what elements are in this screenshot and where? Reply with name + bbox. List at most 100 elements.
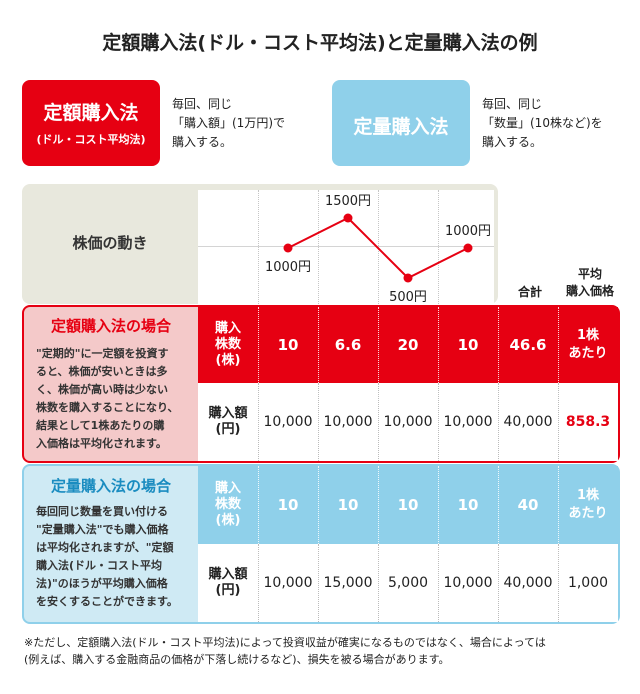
chart-gridline [198, 246, 494, 247]
page-title: 定額購入法(ドル・コスト平均法)と定量購入法の例 [102, 32, 538, 54]
fixed-amount-badge-title: 定額購入法 [43, 102, 139, 124]
fixed-quantity-badge-title: 定量購入法 [353, 116, 449, 138]
fixed-amount-shares-row [198, 307, 618, 383]
price-point [403, 273, 413, 283]
cell-divider [258, 466, 259, 544]
cell-divider [318, 544, 319, 622]
fixed-quantity-amount-label: 購入額 (円) [198, 544, 258, 622]
description-line: 毎回同じ数量を買い付ける [36, 505, 168, 518]
fixed-amount-average-price: 858.3 [565, 414, 611, 430]
fixed-quantity-shares-total: 40 [517, 496, 539, 514]
fixed-amount-amount-cell: 10,000 [323, 414, 373, 430]
row-label-line: 株数 [214, 337, 241, 352]
fixed-amount-shares-cell: 10 [457, 336, 479, 354]
cell-divider [378, 307, 379, 383]
average-price-header-line: 平均 [577, 267, 602, 281]
row-label-line: (株) [215, 353, 241, 368]
fixed-quantity-note-line: 「数量」(10株など)を [482, 116, 603, 130]
description-line: "定期的"に一定額を投資す [36, 347, 169, 360]
cell-divider [438, 307, 439, 383]
description-line: く、株価が高い時は少ない [36, 383, 168, 396]
description-line: 購入法(ドル・コスト平均 [36, 559, 163, 572]
fixed-amount-shares-label: 購入 株数 (株) [198, 307, 258, 383]
fixed-amount-shares-cell: 6.6 [334, 336, 362, 354]
average-price-header-line: 購入価格 [565, 284, 614, 298]
column-guide [318, 190, 319, 304]
fixed-amount-note-line: 毎回、同じ [172, 97, 233, 111]
average-price-column-header: 平均 購入価格 [560, 266, 620, 300]
description-line: を安くすることができます。 [36, 595, 178, 608]
fixed-amount-amount-row [198, 383, 618, 461]
cell-divider [318, 466, 319, 544]
fixed-amount-amount-total: 40,000 [503, 414, 553, 430]
row-label-line: 購入額 [208, 567, 248, 582]
fixed-amount-per-share: 1株 あたり [558, 307, 618, 383]
cell-divider [558, 544, 559, 622]
cell-divider [558, 307, 559, 383]
cell-divider [258, 383, 259, 461]
price-point [343, 213, 353, 223]
fixed-amount-note-line: 購入する。 [172, 135, 233, 149]
price-point-label: 1000円 [264, 260, 312, 275]
fixed-amount-amount-label: 購入額 (円) [198, 383, 258, 461]
description-line: 株数を購入することになり、 [36, 401, 179, 414]
cell-divider [258, 307, 259, 383]
cell-divider [498, 383, 499, 461]
fixed-quantity-amount-cell: 10,000 [443, 575, 493, 591]
fixed-amount-shares-total: 46.6 [509, 336, 547, 354]
price-point-label: 500円 [389, 290, 427, 305]
cell-divider [498, 307, 499, 383]
fixed-quantity-case-description: 毎回同じ数量を買い付ける "定量購入法"でも購入価格 は平均化されますが、"定額… [36, 503, 188, 611]
cell-divider [558, 466, 559, 544]
price-point-label: 1500円 [324, 194, 372, 209]
per-share-line: あたり [568, 506, 608, 521]
fixed-quantity-average-price: 1,000 [567, 575, 609, 591]
row-label-line: 購入 [214, 481, 241, 496]
cell-divider [378, 544, 379, 622]
fixed-amount-amount-cell: 10,000 [263, 414, 313, 430]
price-series-line [287, 216, 469, 280]
fixed-amount-amount-cell: 10,000 [383, 414, 433, 430]
fixed-quantity-note: 毎回、同じ 「数量」(10株など)を 購入する。 [482, 95, 603, 152]
fixed-quantity-note-line: 購入する。 [482, 135, 543, 149]
row-label-line: (円) [215, 583, 241, 598]
description-line: 法)"のほうが平均購入価格 [36, 577, 168, 590]
cell-divider [318, 383, 319, 461]
cell-divider [498, 544, 499, 622]
row-label-line: (株) [215, 513, 241, 528]
fixed-amount-note: 毎回、同じ 「購入額」(1万円)で 購入する。 [172, 95, 285, 152]
per-share-line: 1株 [576, 328, 600, 343]
cell-divider [438, 544, 439, 622]
fixed-quantity-amount-total: 40,000 [503, 575, 553, 591]
fixed-quantity-shares-row [198, 466, 618, 544]
per-share-line: あたり [568, 346, 608, 361]
fixed-quantity-shares-cell: 10 [457, 496, 479, 514]
fixed-amount-case-description: "定期的"に一定額を投資す ると、株価が安いときは多 く、株価が高い時は少ない … [36, 345, 188, 453]
fixed-quantity-note-line: 毎回、同じ [482, 97, 543, 111]
fixed-quantity-shares-cell: 10 [397, 496, 419, 514]
cell-divider [378, 466, 379, 544]
price-point-label: 1000円 [444, 224, 492, 239]
row-label-line: 購入 [214, 321, 241, 336]
cell-divider [318, 307, 319, 383]
cell-divider [258, 544, 259, 622]
fixed-amount-badge-subtitle: (ドル・コスト平均法) [36, 133, 146, 146]
footnote: ※ただし、定額購入法(ドル・コスト平均法)によって投資収益が確実になるものではな… [24, 634, 624, 668]
fixed-quantity-amount-cell: 15,000 [323, 575, 373, 591]
column-guide [258, 190, 259, 304]
price-section-label: 株価の動き [72, 234, 148, 252]
cell-divider [438, 383, 439, 461]
fixed-quantity-amount-cell: 10,000 [263, 575, 313, 591]
per-share-line: 1株 [576, 488, 600, 503]
description-line: 入価格は平均化されます。 [36, 437, 167, 450]
description-line: ると、株価が安いときは多 [36, 365, 168, 378]
price-chart-area [198, 190, 494, 304]
description-line: は平均化されますが、"定額 [36, 541, 174, 554]
fixed-quantity-shares-cell: 10 [277, 496, 299, 514]
price-point [463, 243, 473, 253]
fixed-quantity-per-share: 1株 あたり [558, 466, 618, 544]
cell-divider [558, 383, 559, 461]
row-label-line: 購入額 [208, 406, 248, 421]
cell-divider [438, 466, 439, 544]
footnote-line: (例えば、購入する金融商品の価格が下落し続けるなど)、損失を被る場合があります。 [24, 653, 450, 666]
